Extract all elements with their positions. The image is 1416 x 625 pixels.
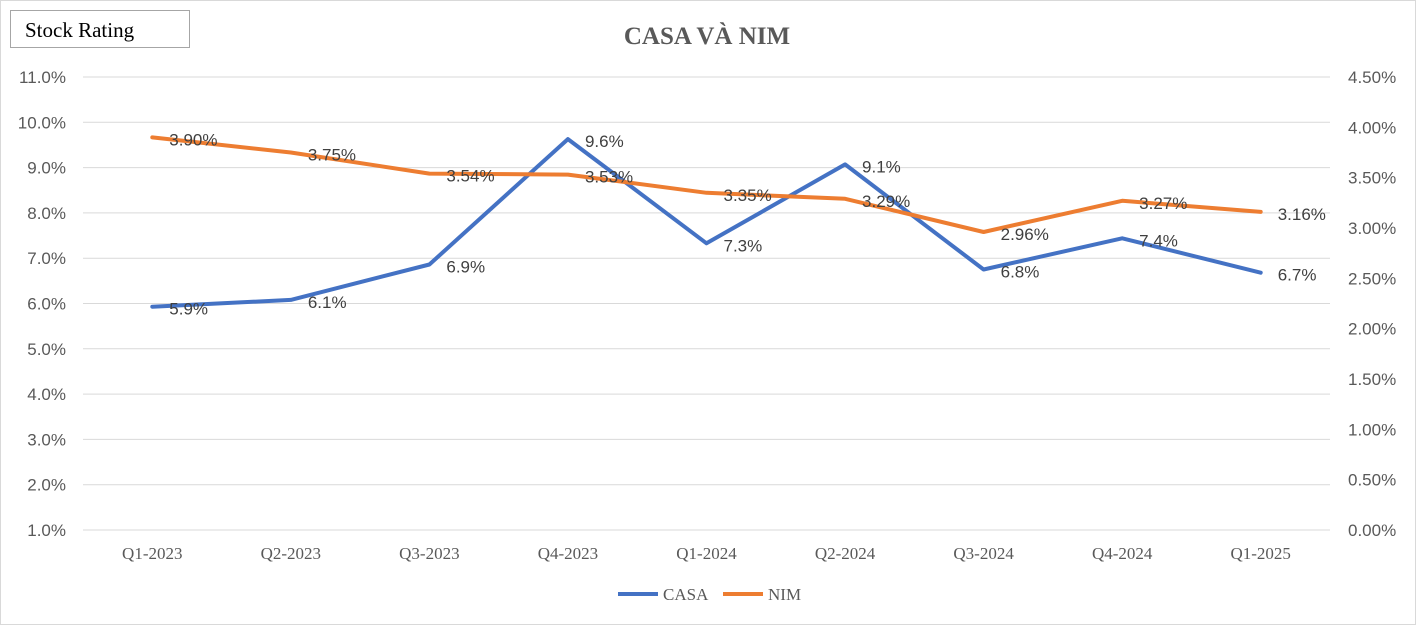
data-label-casa: 6.7%	[1278, 266, 1317, 285]
x-tick-label: Q2-2023	[261, 544, 321, 563]
y-left-tick-label: 5.0%	[27, 340, 66, 359]
stock-rating-badge: Stock Rating	[10, 10, 190, 48]
y-left-tick-label: 7.0%	[27, 249, 66, 268]
y-right-tick-label: 4.50%	[1348, 68, 1396, 87]
x-tick-label: Q2-2024	[815, 544, 876, 563]
y-right-tick-label: 3.00%	[1348, 219, 1396, 238]
x-tick-label: Q1-2025	[1230, 544, 1290, 563]
y-left-tick-label: 2.0%	[27, 476, 66, 495]
legend: CASA NIM	[618, 585, 801, 604]
series-lines	[150, 135, 1263, 309]
x-tick-label: Q4-2024	[1092, 544, 1153, 563]
data-label-casa: 7.3%	[724, 236, 763, 255]
x-axis: Q1-2023 Q2-2023 Q3-2023 Q4-2023 Q1-2024 Q2-20…	[122, 544, 1291, 563]
legend-label-nim: NIM	[768, 585, 801, 604]
x-tick-label: Q3-2024	[953, 544, 1014, 563]
x-tick-label: Q4-2023	[538, 544, 598, 563]
chart-title: CASA VÀ NIM	[624, 22, 790, 50]
data-labels: 5.9% 6.1% 6.9% 9.6% 7.3% 9.1% 6.8% 7.4% 6.7% 3.90…	[169, 130, 1326, 318]
data-label-nim: 3.27%	[1139, 194, 1187, 213]
y-left-tick-label: 6.0%	[27, 295, 66, 314]
y-left-tick-label: 1.0%	[27, 521, 66, 540]
data-label-nim: 3.53%	[585, 168, 633, 187]
y-right-tick-label: 3.50%	[1348, 169, 1396, 188]
x-tick-label: Q1-2023	[122, 544, 182, 563]
data-label-nim: 3.54%	[446, 167, 494, 186]
y-left-tick-label: 8.0%	[27, 204, 66, 223]
data-label-nim: 3.29%	[862, 192, 910, 211]
x-tick-label: Q3-2023	[399, 544, 459, 563]
y-left-tick-label: 10.0%	[18, 113, 66, 132]
data-label-casa: 9.6%	[585, 132, 624, 151]
data-label-casa: 6.9%	[446, 258, 485, 277]
y-axis-left: 1.0% 2.0% 3.0% 4.0% 5.0% 6.0% 7.0% 8.0% 9.0% 10.0…	[18, 68, 66, 540]
data-label-nim: 3.35%	[724, 186, 772, 205]
legend-label-casa: CASA	[663, 585, 709, 604]
x-tick-label: Q1-2024	[676, 544, 737, 563]
y-left-tick-label: 3.0%	[27, 430, 66, 449]
data-label-nim: 3.75%	[308, 146, 356, 165]
data-label-casa: 7.4%	[1139, 231, 1178, 250]
y-right-tick-label: 4.00%	[1348, 118, 1396, 137]
data-label-nim: 2.96%	[1001, 225, 1049, 244]
data-label-nim: 3.16%	[1278, 205, 1326, 224]
data-label-casa: 6.8%	[1001, 263, 1040, 282]
y-left-tick-label: 11.0%	[19, 68, 66, 87]
y-right-tick-label: 1.50%	[1348, 370, 1396, 389]
gridlines	[83, 76, 1330, 531]
y-right-tick-label: 1.00%	[1348, 420, 1396, 439]
y-right-tick-label: 0.00%	[1348, 521, 1396, 540]
data-label-nim: 3.90%	[169, 130, 217, 149]
y-left-tick-label: 9.0%	[27, 159, 66, 178]
data-label-casa: 5.9%	[169, 300, 208, 319]
data-label-casa: 6.1%	[308, 293, 347, 312]
y-right-tick-label: 2.50%	[1348, 269, 1396, 288]
y-right-tick-label: 2.00%	[1348, 320, 1396, 339]
y-left-tick-label: 4.0%	[27, 385, 66, 404]
y-axis-right: 0.00% 0.50% 1.00% 1.50% 2.00% 2.50% 3.00% 3.50%…	[1348, 68, 1396, 540]
y-right-tick-label: 0.50%	[1348, 471, 1396, 490]
data-label-casa: 9.1%	[862, 157, 901, 176]
